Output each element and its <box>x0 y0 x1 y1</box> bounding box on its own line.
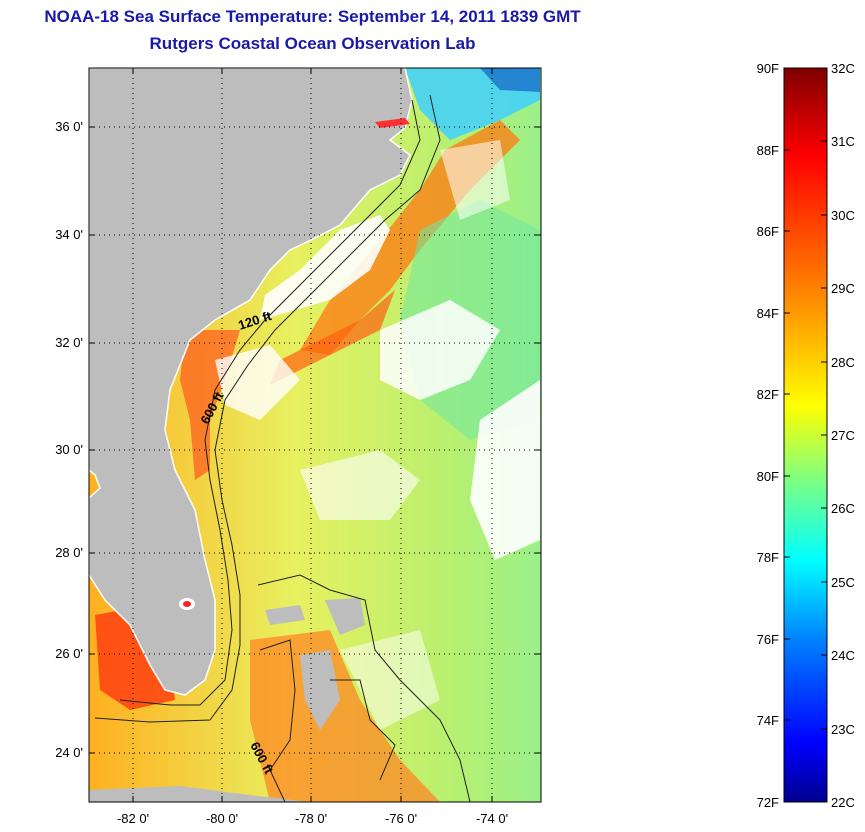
map-panel: 120 ft 600 ft 600 ft <box>89 68 541 802</box>
latitude-labels: 36 0' 34 0' 32 0' 30 0' 28 0' 26 0' 24 0… <box>55 119 83 760</box>
colorbar-c-label: 22C <box>831 795 855 810</box>
depth-contour-120ft <box>119 99 421 706</box>
lat-label: 24 0' <box>55 745 83 760</box>
colorbar-c-label: 25C <box>831 575 855 590</box>
cloud-patch <box>440 140 510 220</box>
cloud-patch <box>300 450 420 520</box>
colorbar-f-label: 72F <box>757 795 779 810</box>
cuba-land <box>89 786 310 802</box>
cloud-patch <box>470 380 540 560</box>
colorbar-f-label: 78F <box>757 550 779 565</box>
celsius-labels: 32C 31C 30C 29C 28C 27C 26C 25C 24C 23C … <box>831 61 855 810</box>
lon-label: -76 0' <box>385 811 417 826</box>
map-subtitle: Rutgers Coastal Ocean Observation Lab <box>149 34 476 53</box>
cold-water-corner <box>480 68 540 92</box>
longitude-labels: -82 0' -80 0' -78 0' -76 0' -74 0' <box>117 811 508 826</box>
map-grid <box>89 68 541 802</box>
lon-label: -74 0' <box>476 811 508 826</box>
colorbar-c-label: 32C <box>831 61 855 76</box>
bahamas-bank-contour <box>257 574 471 802</box>
colorbar-c-label: 30C <box>831 208 855 223</box>
colorbar-f-label: 86F <box>757 224 779 239</box>
cloud-patch <box>380 300 500 400</box>
map-frame <box>88 67 542 803</box>
colorbar-c-label: 31C <box>831 134 855 149</box>
colorbar-ticks <box>784 140 827 730</box>
sound-warm-water <box>375 118 410 128</box>
colorbar-c-label: 24C <box>831 648 855 663</box>
colorbar-c-label: 28C <box>831 355 855 370</box>
map-title: NOAA-18 Sea Surface Temperature: Septemb… <box>44 7 581 26</box>
lat-label: 32 0' <box>55 335 83 350</box>
bahamas-island <box>265 605 305 625</box>
bahamas-bank-contour <box>259 639 296 802</box>
colorbar-c-label: 27C <box>831 428 855 443</box>
lat-label: 30 0' <box>55 442 83 457</box>
colorbar <box>783 67 828 803</box>
colorbar-f-label: 88F <box>757 143 779 158</box>
bahamas-island <box>325 598 365 635</box>
bahamas-bank-contour <box>330 679 396 781</box>
colorbar-f-label: 84F <box>757 306 779 321</box>
lon-label: -80 0' <box>206 811 238 826</box>
map-ticks <box>89 68 541 802</box>
lat-label: 34 0' <box>55 227 83 242</box>
lon-label: -78 0' <box>295 811 327 826</box>
colorbar-f-label: 80F <box>757 469 779 484</box>
colorbar-f-label: 90F <box>757 61 779 76</box>
colorbar-c-label: 23C <box>831 722 855 737</box>
lat-label: 26 0' <box>55 646 83 661</box>
colorbar-f-label: 74F <box>757 713 779 728</box>
cloud-patch <box>340 630 440 730</box>
bahamas-warm-water <box>250 630 440 802</box>
fahrenheit-labels: 90F 88F 86F 84F 82F 80F 78F 76F 74F 72F <box>757 61 779 810</box>
colorbar-c-label: 26C <box>831 501 855 516</box>
colorbar-f-label: 76F <box>757 632 779 647</box>
lat-label: 28 0' <box>55 545 83 560</box>
andros-island <box>300 650 340 730</box>
gulf-stream-edge <box>270 290 395 385</box>
lake-temperature <box>183 601 191 607</box>
lon-label: -82 0' <box>117 811 149 826</box>
colorbar-f-label: 82F <box>757 387 779 402</box>
depth-contour-600ft <box>94 94 441 723</box>
cloud-patch <box>215 345 300 420</box>
lat-label: 36 0' <box>55 119 83 134</box>
colorbar-c-label: 29C <box>831 281 855 296</box>
cloud-patch <box>260 215 390 320</box>
